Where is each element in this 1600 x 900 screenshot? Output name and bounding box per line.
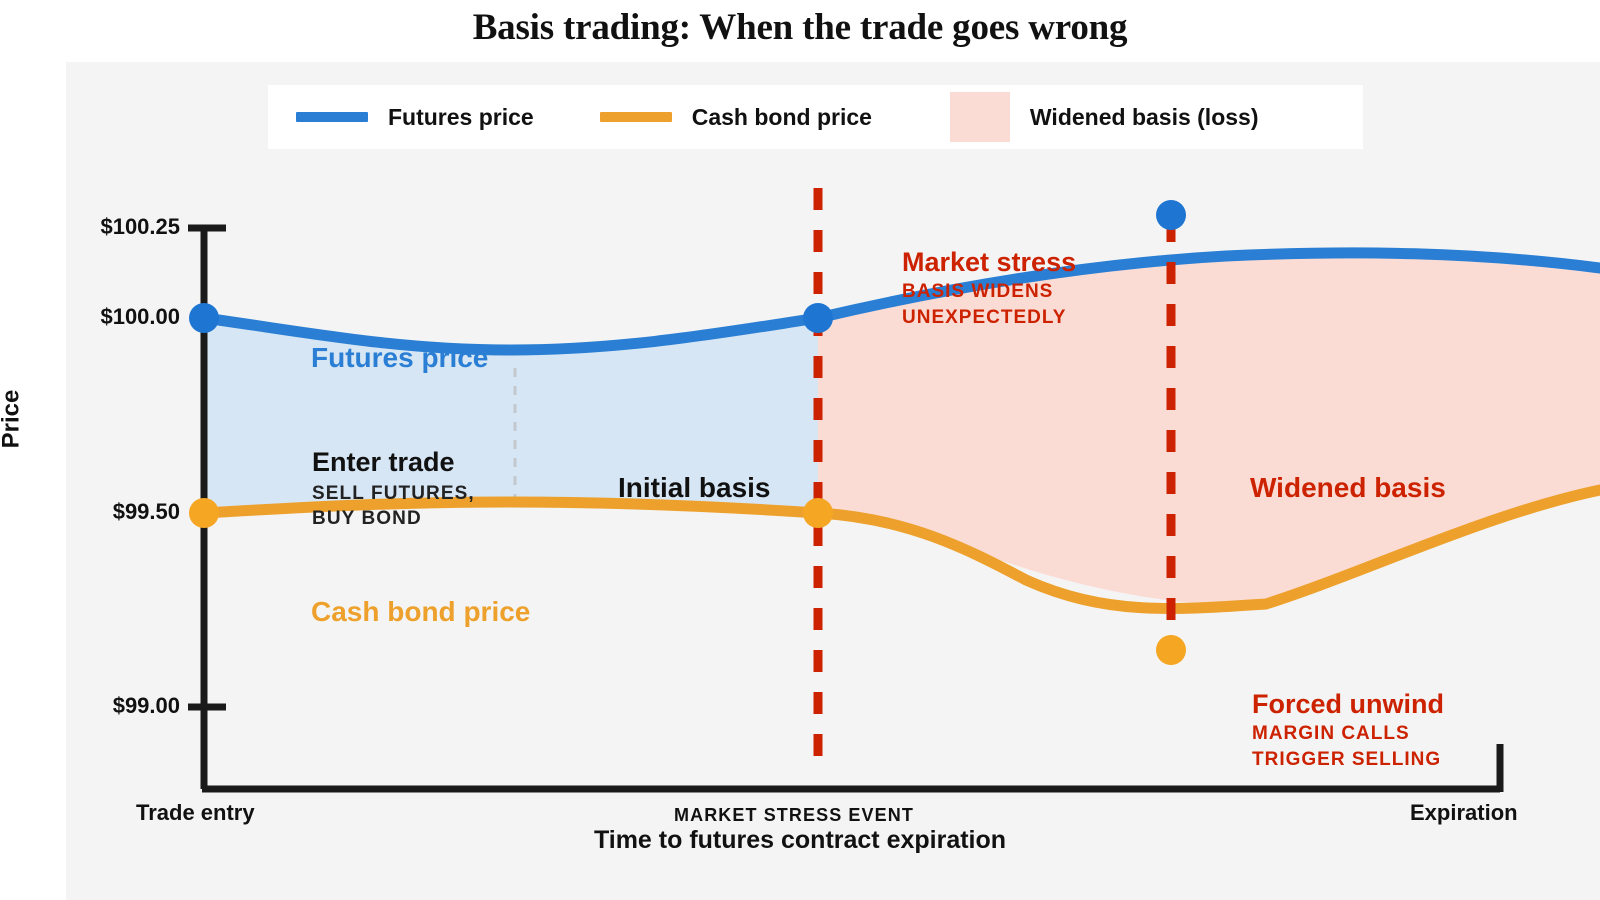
- area-widened-basis-loss: [818, 252, 1600, 605]
- y-tick-label-99-00: $99.00: [112, 693, 180, 718]
- legend-swatch-futures-line: [296, 112, 368, 122]
- inline-label-futures-price: Futures price: [311, 342, 489, 373]
- marker-forced-unwind-futures: [1156, 200, 1186, 230]
- annotation-market-stress-heading: Market stress: [902, 247, 1077, 277]
- chart-legend: Futures price Cash bond price Widened ba…: [268, 85, 1363, 149]
- y-tick-label-100-00: $100.00: [100, 304, 180, 329]
- annotation-market-stress: Market stress BASIS WIDENS UNEXPECTEDLY: [902, 248, 1076, 331]
- area-initial-basis: [204, 318, 818, 513]
- legend-item-widened-basis: Widened basis (loss): [949, 92, 1259, 142]
- annotation-forced-unwind: Forced unwind MARGIN CALLS TRIGGER SELLI…: [1252, 690, 1444, 773]
- marker-market-stress-futures: [803, 303, 833, 333]
- x-tick-label-expiration: Expiration: [1410, 800, 1518, 825]
- line-futures-price: [198, 247, 1600, 356]
- legend-swatch-widened-basis-area: [949, 92, 1010, 142]
- y-tick-label-100-25: $100.25: [100, 214, 180, 239]
- x-tick-label-market-stress-event: MARKET STRESS EVENT: [674, 805, 914, 825]
- legend-label-widened-basis: Widened basis (loss): [1029, 103, 1259, 130]
- chart-title: Basis trading: When the trade goes wrong: [472, 7, 1128, 48]
- inline-label-cash-bond-price: Cash bond price: [311, 596, 531, 627]
- marker-trade-entry-cash-bond: [189, 498, 219, 528]
- legend-label-cash-bond-price: Cash bond price: [691, 103, 872, 130]
- line-cash-bond-price: [198, 484, 1600, 615]
- chart-plot-svg: [188, 188, 1600, 793]
- annotation-forced-unwind-sub-1: MARGIN CALLS: [1252, 723, 1410, 745]
- legend-label-futures-price: Futures price: [388, 103, 534, 130]
- y-axis-title: Price: [0, 389, 25, 449]
- annotation-forced-unwind-sub-2: TRIGGER SELLING: [1252, 748, 1442, 770]
- annotation-market-stress-sub-1: BASIS WIDENS: [902, 281, 1054, 303]
- x-axis-title: Time to futures contract expiration: [593, 826, 1007, 854]
- y-tick-label-99-50: $99.50: [112, 499, 180, 524]
- legend-item-futures-price: Futures price: [296, 104, 534, 131]
- marker-forced-unwind-cash-bond: [1156, 635, 1186, 665]
- annotation-forced-unwind-heading: Forced unwind: [1252, 689, 1444, 719]
- region-label-widened-basis: Widened basis: [1250, 472, 1446, 503]
- plot-panel: Futures price Cash bond price Widened ba…: [66, 62, 1600, 900]
- marker-market-stress-cash-bond: [803, 498, 833, 528]
- annotation-enter-trade-heading: Enter trade: [312, 447, 455, 477]
- annotation-enter-trade-sub-1: SELL FUTURES,: [312, 482, 475, 504]
- x-tick-label-trade-entry: Trade entry: [136, 800, 255, 825]
- annotation-enter-trade-sub-2: BUY BOND: [312, 508, 422, 530]
- marker-trade-entry-futures: [189, 303, 219, 333]
- region-label-initial-basis: Initial basis: [618, 472, 771, 503]
- legend-item-cash-bond-price: Cash bond price: [599, 103, 872, 131]
- annotation-enter-trade: Enter trade SELL FUTURES, BUY BOND: [312, 447, 475, 532]
- annotation-market-stress-sub-2: UNEXPECTEDLY: [902, 306, 1067, 328]
- legend-swatch-cash-bond-line: [599, 112, 672, 122]
